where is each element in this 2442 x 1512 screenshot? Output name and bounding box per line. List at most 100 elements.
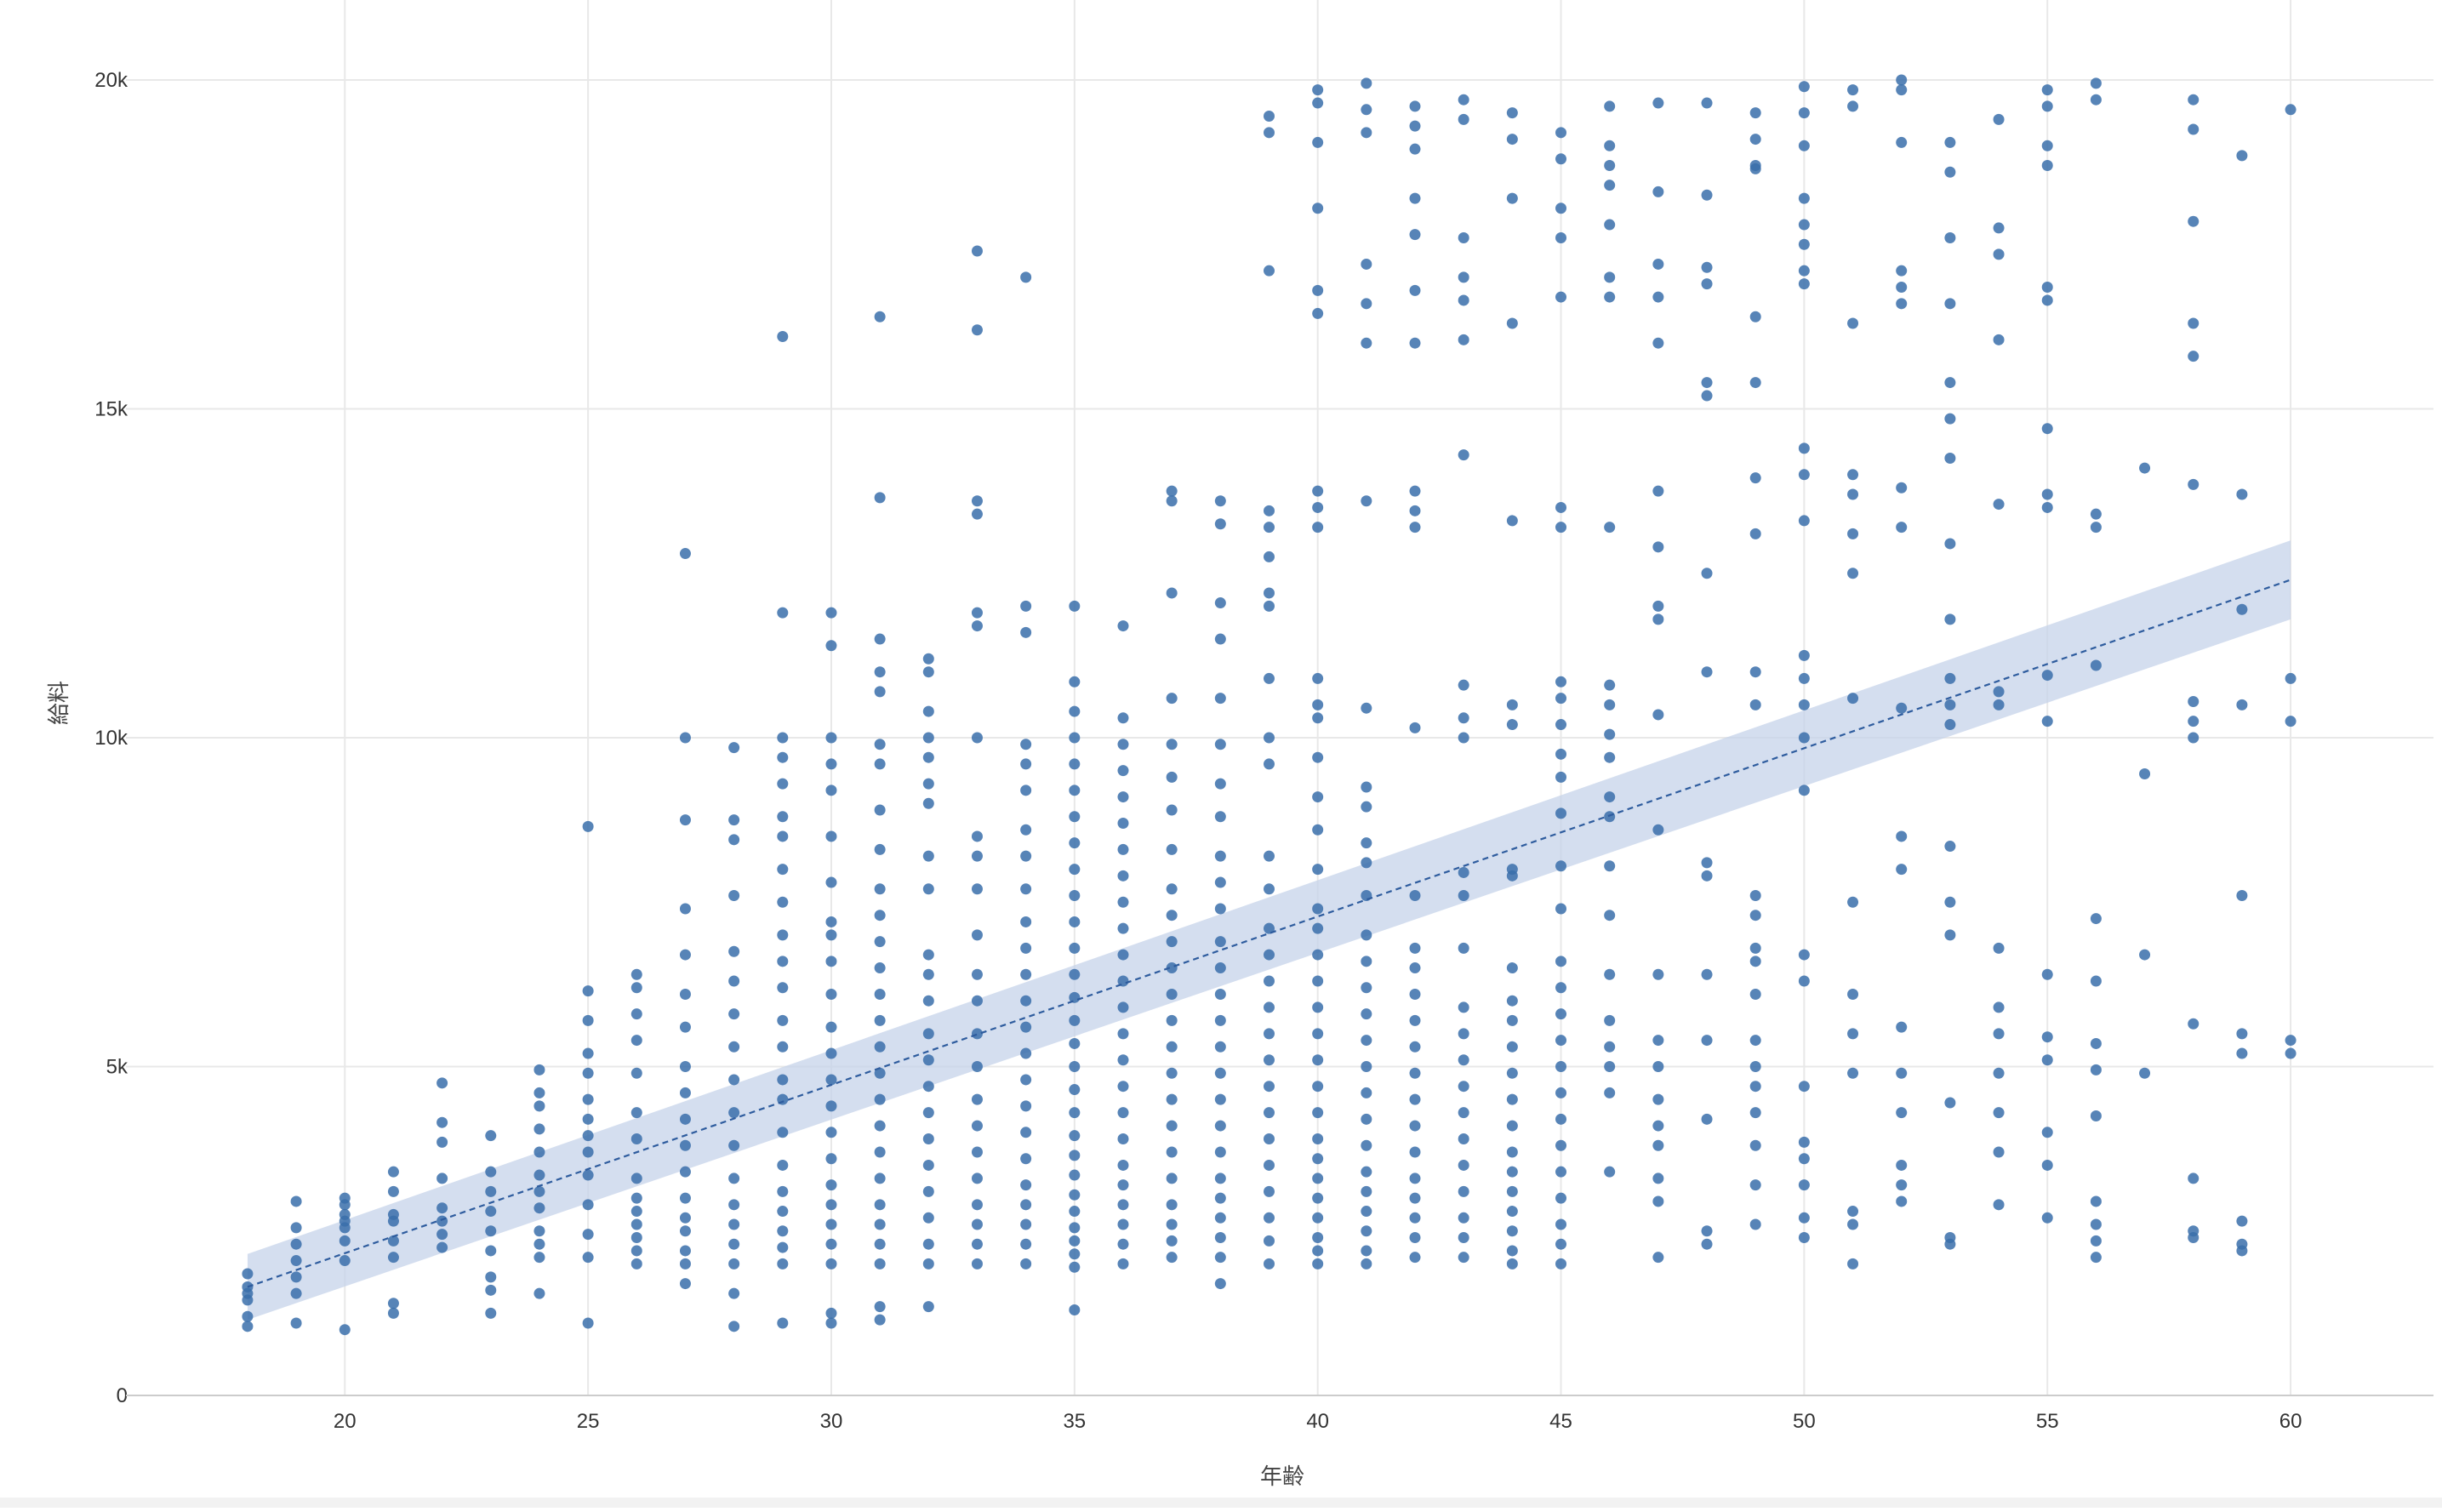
data-point <box>1458 942 1469 954</box>
data-point <box>1798 238 1810 250</box>
data-point <box>1117 1179 1129 1191</box>
data-point <box>1312 84 1324 96</box>
data-point <box>1506 134 1518 145</box>
data-point <box>582 985 594 997</box>
data-point <box>922 1185 934 1197</box>
data-point <box>1312 864 1324 876</box>
data-point <box>1506 107 1518 119</box>
data-point <box>777 607 789 619</box>
data-point <box>1749 311 1761 322</box>
data-point <box>1798 1136 1810 1148</box>
data-point <box>1506 515 1518 527</box>
data-point <box>922 666 934 678</box>
data-point <box>242 1321 254 1332</box>
data-point <box>825 732 837 744</box>
data-point <box>728 1041 740 1053</box>
data-point <box>1409 962 1421 974</box>
data-point <box>1117 620 1129 632</box>
data-point <box>582 1229 594 1241</box>
data-point <box>1361 890 1372 902</box>
data-point <box>1555 956 1567 967</box>
data-point <box>1847 488 1859 500</box>
data-point <box>1458 94 1469 106</box>
data-point <box>1458 1028 1469 1040</box>
data-point <box>1264 1159 1275 1171</box>
data-point <box>1020 968 1032 980</box>
data-point <box>1701 870 1713 882</box>
data-point <box>1604 679 1616 691</box>
data-point <box>1944 232 1956 244</box>
data-point <box>2188 1225 2200 1237</box>
data-point <box>1604 860 1616 872</box>
data-point <box>971 1093 983 1105</box>
data-point <box>1214 1014 1226 1026</box>
data-point <box>874 1014 886 1026</box>
data-point <box>1361 298 1372 310</box>
data-point <box>1749 910 1761 921</box>
data-point <box>1555 1166 1567 1178</box>
data-point <box>777 1206 789 1218</box>
data-point <box>1652 1252 1664 1264</box>
data-point <box>1701 1113 1713 1125</box>
data-point <box>1506 864 1518 876</box>
data-point <box>777 1317 789 1329</box>
data-point <box>2041 84 2053 96</box>
x-tick-label: 25 <box>577 1410 600 1433</box>
data-point <box>922 1133 934 1145</box>
data-point <box>971 1028 983 1040</box>
data-point <box>1361 337 1372 349</box>
data-point <box>290 1271 302 1283</box>
data-point <box>1069 758 1081 770</box>
data-point <box>582 1199 594 1211</box>
data-point <box>971 968 983 980</box>
data-point <box>1166 693 1178 705</box>
data-point <box>1604 522 1616 533</box>
data-point <box>1117 1107 1129 1119</box>
data-point <box>2285 1047 2297 1059</box>
data-point <box>1652 824 1664 836</box>
data-point <box>1652 600 1664 612</box>
data-point <box>1020 883 1032 895</box>
data-point <box>1264 1235 1275 1247</box>
data-point <box>1652 97 1664 109</box>
data-point <box>533 1287 545 1299</box>
data-point <box>1264 1133 1275 1145</box>
data-point <box>1361 1061 1372 1072</box>
data-point <box>1117 712 1129 724</box>
data-point <box>1555 522 1567 533</box>
data-point <box>825 785 837 796</box>
data-point <box>1264 551 1275 562</box>
data-point <box>436 1229 448 1241</box>
data-point <box>679 1278 691 1290</box>
data-point <box>825 876 837 888</box>
data-point <box>2090 659 2102 671</box>
data-point <box>1555 1192 1567 1204</box>
data-point <box>1361 1258 1372 1270</box>
data-point <box>582 1113 594 1125</box>
data-point <box>1701 666 1713 678</box>
data-point <box>387 1166 399 1178</box>
x-tick-label: 35 <box>1063 1410 1086 1433</box>
data-point <box>1944 538 1956 550</box>
data-point <box>1652 1061 1664 1072</box>
data-point <box>387 1208 399 1220</box>
data-point <box>1117 1133 1129 1145</box>
data-point <box>1264 265 1275 277</box>
data-point <box>1798 192 1810 204</box>
data-point <box>1264 850 1275 862</box>
data-point <box>1993 1107 2005 1119</box>
data-point <box>1847 1067 1859 1079</box>
data-point <box>874 1067 886 1079</box>
data-point <box>1458 1133 1469 1145</box>
data-point <box>1458 1231 1469 1243</box>
data-point <box>1409 942 1421 954</box>
data-point <box>777 956 789 967</box>
data-point <box>1312 1081 1324 1093</box>
data-point <box>874 1314 886 1326</box>
data-point <box>1069 732 1081 744</box>
data-point <box>2188 123 2200 135</box>
data-point <box>2188 716 2200 727</box>
data-point <box>1214 1067 1226 1079</box>
data-point <box>1652 337 1664 349</box>
data-point <box>1749 1061 1761 1072</box>
